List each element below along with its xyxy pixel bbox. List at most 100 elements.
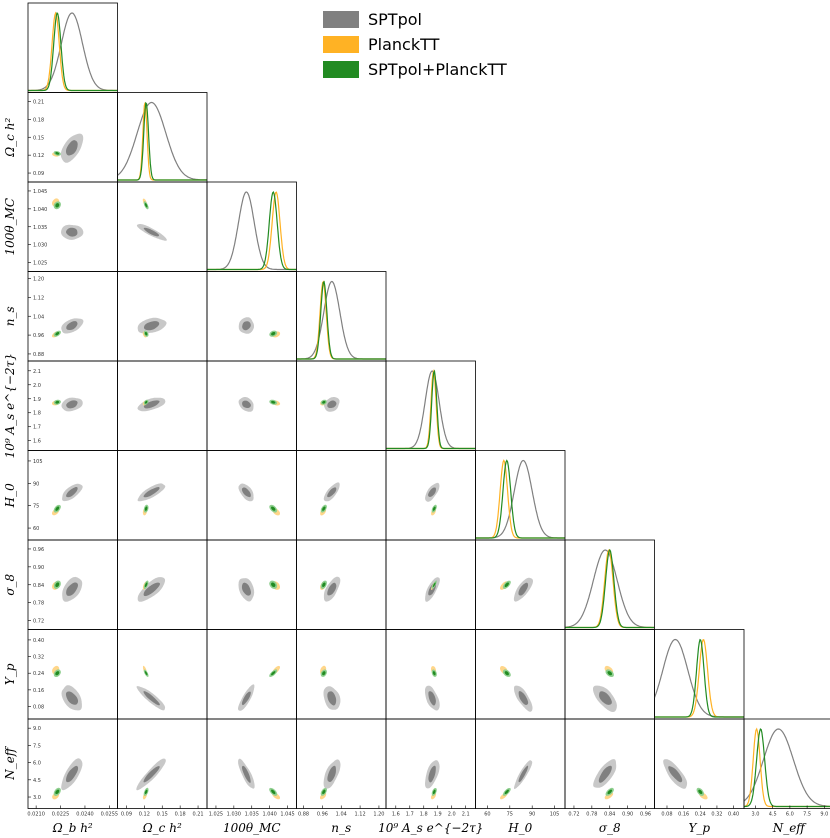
x-tick-label: 0.90 [622, 812, 633, 818]
x-tick-label: 0.24 [695, 812, 706, 818]
panel-as-vs-omegab [52, 397, 83, 412]
x-tick-label: 0.12 [139, 812, 150, 818]
x-tick-label: 105 [550, 812, 560, 818]
panel-frame [743, 718, 830, 809]
combined-contour-68 [432, 671, 436, 676]
sptpol-contour-68 [143, 487, 160, 498]
panel-neff-vs-theta [238, 758, 280, 800]
y-axis-label-ns: n_s [3, 306, 17, 326]
panel-frame [117, 181, 208, 272]
x-tick-label: 0.09 [121, 812, 132, 818]
combined-contour-68 [55, 789, 60, 795]
y-axis-label-theta: 100θ_MC [3, 198, 17, 256]
panel-yp-vs-as [425, 666, 440, 711]
panel-ns-vs-omegab [51, 318, 84, 338]
panel-frame [296, 718, 387, 809]
panel-frame [475, 629, 566, 720]
panel-neff-vs-ns [320, 759, 341, 800]
sptpol-contour-68 [242, 321, 251, 331]
combined-contour-68 [504, 671, 509, 676]
y-tick-label: 0.15 [33, 135, 44, 141]
marginal-h0-sptpol [475, 459, 565, 539]
combined-contour-68 [607, 671, 612, 676]
panel-h0-vs-omegab [52, 483, 83, 516]
sptpol-contour-68 [241, 691, 251, 706]
combined-contour-68 [144, 400, 148, 404]
y-tick-label: 1.7 [33, 425, 41, 431]
sptpol-contour-68 [143, 582, 160, 597]
x-tick-label: 0.18 [175, 812, 186, 818]
marginal-omegab-sptpol [28, 12, 118, 92]
combined-contour-68 [55, 582, 60, 588]
y-tick-label: 0.96 [33, 547, 44, 553]
panel-frame [296, 629, 387, 720]
x-tick-label: 9.0 [820, 812, 828, 818]
x-axis-label-as: 10⁹ A_s e^{−2τ} [378, 821, 483, 835]
panel-frame [564, 539, 655, 630]
x-tick-label: 0.72 [568, 812, 579, 818]
x-axis-label-omegac: Ω_c h² [142, 821, 182, 835]
panel-sigma8-vs-theta [238, 578, 280, 602]
marginal-theta-plancktt [207, 191, 297, 271]
panel-frame [475, 450, 566, 541]
marginal-sigma8-sptpol [565, 549, 655, 629]
panel-sigma8-vs-h0 [500, 577, 533, 602]
sptpol-contour-68 [241, 582, 251, 596]
legend-swatch-sptpol [323, 11, 359, 28]
y-axis-label-sigma8: σ_8 [3, 573, 17, 595]
panel-as-vs-ns [320, 397, 340, 412]
x-axis-label-ns: n_s [331, 821, 351, 835]
y-tick-label: 90 [33, 481, 39, 487]
y-tick-label: 1.040 [33, 207, 47, 213]
sptpol-contour-68 [327, 691, 337, 706]
y-axis-label-omegac: Ω_c h² [3, 118, 17, 158]
marginal-ns-combined [296, 280, 386, 360]
x-tick-label: 3.0 [751, 812, 759, 818]
panel-sigma8-vs-ns [320, 576, 341, 602]
panel-frame [296, 539, 387, 630]
x-tick-label: 1.035 [245, 812, 259, 818]
x-axis-label-sigma8: σ_8 [599, 821, 621, 835]
y-tick-label: 0.32 [33, 655, 44, 661]
y-axis-label-as: 10⁹ A_s e^{−2τ} [3, 353, 17, 458]
x-tick-label: 1.030 [227, 812, 241, 818]
x-tick-label: 1.7 [406, 812, 414, 818]
x-tick-label: 6.0 [786, 812, 794, 818]
y-tick-label: 0.18 [33, 117, 44, 123]
y-tick-label: 0.08 [33, 705, 44, 711]
panel-frame [27, 2, 118, 93]
sptpol-contour-68 [599, 691, 612, 705]
marginal-neff-combined [744, 728, 830, 808]
combined-contour-68 [271, 671, 276, 676]
x-tick-label: 0.0225 [52, 812, 70, 818]
sptpol-contour-68 [66, 400, 78, 409]
panel-frame [385, 360, 476, 451]
panel-frame [296, 360, 387, 451]
y-tick-label: 6.0 [33, 761, 41, 767]
sptpol-contour-68 [143, 227, 159, 237]
legend-label-plancktt: PlanckTT [368, 35, 440, 54]
y-tick-label: 7.5 [33, 743, 41, 749]
y-tick-label: 75 [33, 504, 39, 510]
panels: 0.0210 0.0225 0.0240 0.0255 Ω_b h² 0.09 0.12 0.… [3, 2, 830, 835]
x-tick-label: 1.025 [209, 812, 223, 818]
x-axis-label-neff: N_eff [772, 821, 808, 835]
y-axis-label-h0: H_0 [3, 483, 17, 508]
x-tick-label: 0.40 [728, 812, 739, 818]
combined-contour-68 [698, 789, 703, 795]
panel-h0-vs-as [425, 482, 440, 516]
y-tick-label: 0.24 [33, 671, 44, 677]
sptpol-contour-68 [242, 400, 251, 409]
panel-frame [654, 629, 745, 720]
y-tick-label: 0.78 [33, 601, 44, 607]
panel-sigma8-vs-omegac [137, 577, 166, 602]
sptpol-contour-68 [428, 487, 436, 497]
panel-frame [206, 629, 297, 720]
y-tick-label: 0.72 [33, 619, 44, 625]
marginal-neff-sptpol [743, 728, 830, 807]
y-tick-label: 0.16 [33, 688, 44, 694]
y-tick-label: 105 [33, 459, 43, 465]
y-tick-label: 2.1 [33, 369, 41, 375]
panel-frame [117, 450, 208, 541]
combined-contour-68 [322, 789, 326, 795]
